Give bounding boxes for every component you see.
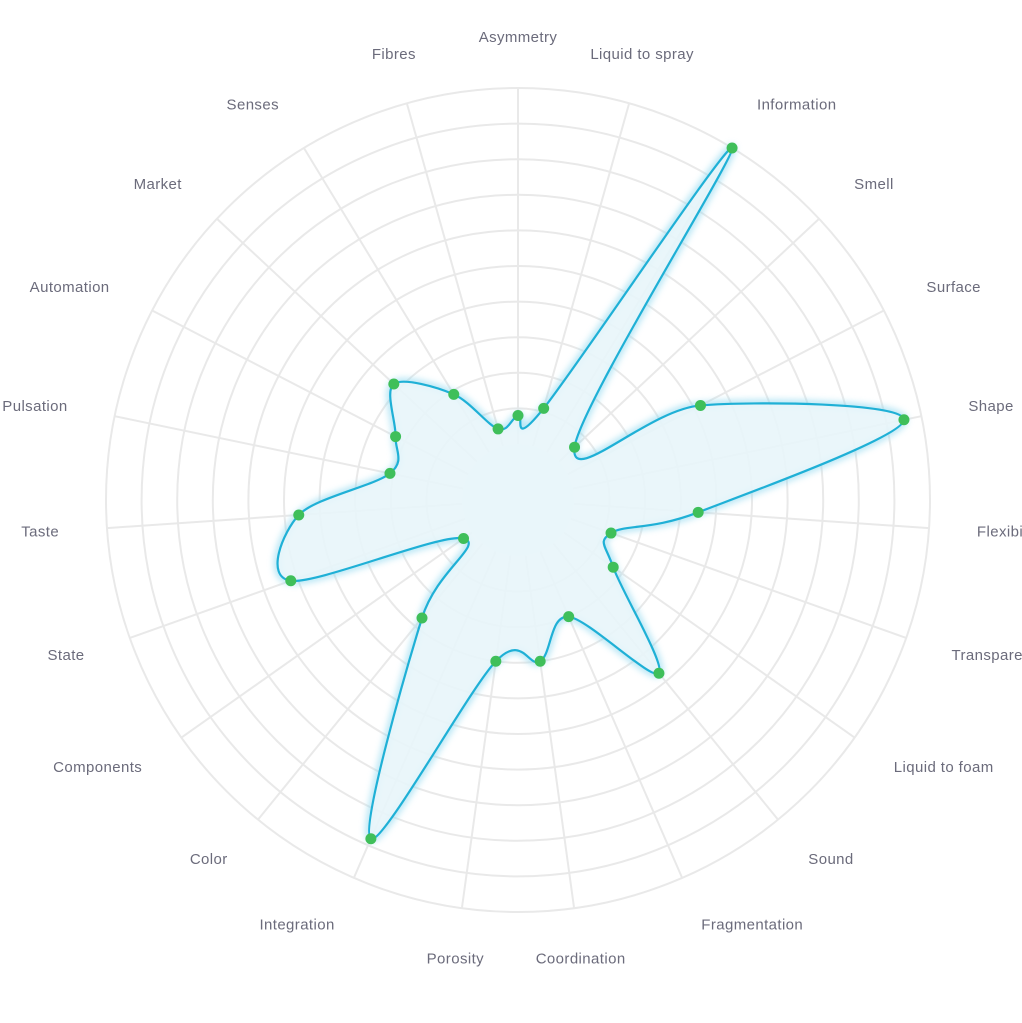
axis-label: Taste xyxy=(21,524,59,541)
axis-label: Components xyxy=(53,759,142,776)
data-points-group xyxy=(285,142,910,845)
axis-label: Smell xyxy=(854,176,894,193)
data-point-3[interactable] xyxy=(569,441,581,453)
data-point-16[interactable] xyxy=(285,575,297,587)
data-point-0[interactable] xyxy=(512,410,524,422)
axis-spoke xyxy=(532,103,631,447)
data-point-15[interactable] xyxy=(458,532,470,544)
data-point-4[interactable] xyxy=(694,399,706,411)
axis-spoke xyxy=(558,218,820,463)
data-point-20[interactable] xyxy=(388,378,400,390)
axis-spoke xyxy=(405,103,504,447)
data-point-6[interactable] xyxy=(692,506,704,518)
axis-label: Automation xyxy=(30,279,110,296)
series-area-group xyxy=(274,144,908,843)
data-point-9[interactable] xyxy=(653,667,665,679)
data-point-2[interactable] xyxy=(726,142,738,154)
axis-label: Sound xyxy=(808,851,853,868)
axis-label: Transparency xyxy=(951,647,1022,664)
data-point-12[interactable] xyxy=(490,655,502,667)
axis-label: Liquid to spray xyxy=(590,46,694,63)
axis-label: Asymmetry xyxy=(479,29,558,46)
data-point-14[interactable] xyxy=(416,612,428,624)
axis-label: Shape xyxy=(968,398,1013,415)
data-point-5[interactable] xyxy=(898,414,910,426)
axis-label: Coordination xyxy=(536,951,626,968)
axis-label: Color xyxy=(190,851,228,868)
data-point-19[interactable] xyxy=(390,431,402,443)
axis-label: Market xyxy=(134,176,183,193)
data-point-13[interactable] xyxy=(365,833,377,845)
axis-label: State xyxy=(48,647,85,664)
data-point-11[interactable] xyxy=(534,655,546,667)
axis-spoke xyxy=(570,517,907,639)
axis-label: Fragmentation xyxy=(701,917,803,934)
axis-label: Senses xyxy=(227,96,279,113)
axis-label: Surface xyxy=(926,279,981,296)
axis-label: Information xyxy=(757,96,836,113)
axis-label: Pulsation xyxy=(2,398,67,415)
data-point-17[interactable] xyxy=(293,509,305,521)
data-point-10[interactable] xyxy=(563,611,575,623)
data-point-18[interactable] xyxy=(384,467,396,479)
axis-label: Flexibility xyxy=(977,524,1022,541)
axis-label: Liquid to foam xyxy=(894,759,994,776)
axis-labels-group: Asymmetry Liquid to spray Information Smell… xyxy=(2,29,1022,968)
series-area xyxy=(276,146,906,840)
axis-label: Porosity xyxy=(427,951,484,968)
data-point-7[interactable] xyxy=(605,527,617,539)
data-point-8[interactable] xyxy=(607,561,619,573)
data-point-1[interactable] xyxy=(538,402,550,414)
data-point-22[interactable] xyxy=(492,423,504,435)
axis-label: Fibres xyxy=(372,46,416,63)
axis-spoke xyxy=(180,531,473,739)
data-point-21[interactable] xyxy=(448,388,460,400)
axis-label: Integration xyxy=(259,917,334,934)
